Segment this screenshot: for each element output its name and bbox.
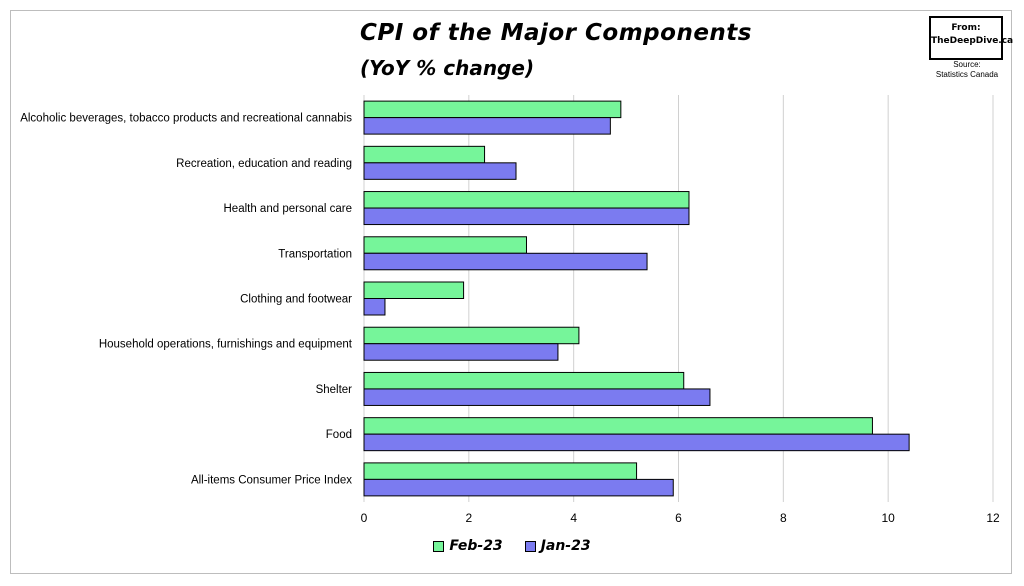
bar-jan-23	[363, 207, 690, 226]
category-label: Health and personal care	[224, 203, 353, 215]
bar-feb-23	[363, 145, 486, 164]
category-label: Clothing and footwear	[240, 294, 352, 306]
brand-line2: TheDeepDive.ca	[931, 36, 1014, 46]
x-tick-label: 8	[780, 511, 787, 525]
source-note: Source: Statistics Canada	[926, 60, 1008, 80]
bar-feb-23	[363, 100, 622, 119]
legend-label-jan: Jan-23	[540, 538, 591, 554]
chart-subtitle: (YoY % change)	[360, 56, 535, 80]
bar-feb-23	[363, 417, 873, 435]
legend-swatch-feb	[433, 540, 445, 552]
bar-feb-23	[363, 236, 527, 254]
source-name: Statistics Canada	[935, 70, 999, 79]
chart-title: CPI of the Major Components	[360, 20, 752, 46]
source-label: Source:	[953, 60, 981, 69]
legend-swatch-jan	[524, 540, 536, 552]
category-label: Transportation	[278, 248, 352, 260]
category-labels: Alcoholic beverages, tobacco products an…	[20, 113, 353, 487]
x-tick-label: 2	[465, 511, 472, 525]
legend-item-feb: Feb-23	[433, 538, 503, 554]
x-tick-label: 6	[675, 511, 682, 525]
legend-item-jan: Jan-23	[524, 538, 591, 554]
x-tick-label: 4	[570, 511, 577, 525]
bar-jan-23	[363, 433, 910, 452]
bar-jan-23	[363, 252, 648, 271]
x-tick-label: 0	[361, 511, 368, 525]
bar-feb-23	[363, 191, 690, 209]
category-label: Food	[326, 429, 352, 441]
x-tick-label: 10	[881, 511, 895, 525]
category-label: Shelter	[316, 384, 353, 396]
x-tick-labels: 0 2 4 6 8 10 12	[361, 511, 1000, 525]
category-label: Alcoholic beverages, tobacco products an…	[20, 113, 352, 125]
category-label: All-items Consumer Price Index	[191, 474, 352, 486]
bar-feb-23	[363, 371, 685, 390]
bar-jan-23	[363, 343, 559, 361]
bar-jan-23	[363, 298, 386, 316]
bar-jan-23	[363, 162, 517, 180]
category-label: Household operations, furnishings and eq…	[99, 339, 353, 351]
x-tick-label: 12	[986, 511, 1000, 525]
brand-box: From: TheDeepDive.ca	[929, 16, 1014, 60]
bar-feb-23	[363, 326, 580, 345]
bar-feb-23	[363, 462, 638, 480]
brand-line1: From:	[951, 23, 981, 33]
legend-label-feb: Feb-23	[449, 538, 503, 554]
bars	[363, 100, 910, 497]
bar-jan-23	[363, 117, 611, 135]
bar-jan-23	[363, 388, 711, 406]
bar-jan-23	[363, 478, 674, 497]
legend: Feb-23 Jan-23	[0, 538, 1024, 554]
category-label: Recreation, education and reading	[176, 158, 352, 170]
bar-feb-23	[363, 281, 465, 299]
